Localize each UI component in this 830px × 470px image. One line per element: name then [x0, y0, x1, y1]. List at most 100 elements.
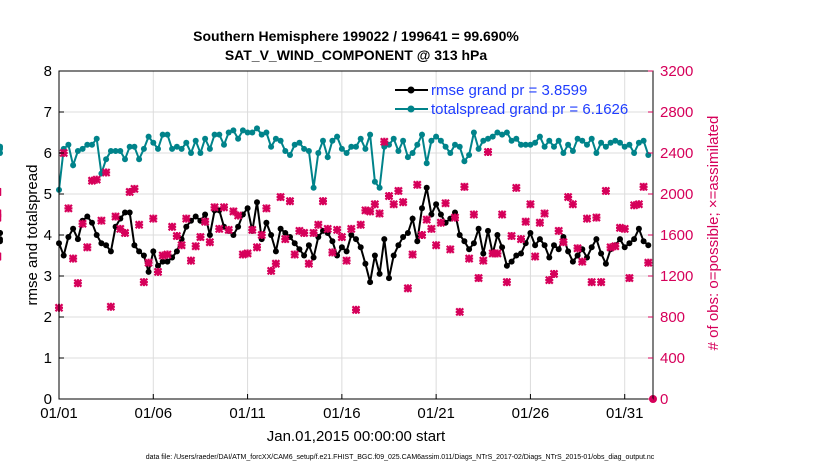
rmse-point	[390, 252, 397, 259]
spread-point	[343, 150, 350, 156]
obs-point	[479, 256, 488, 265]
rmse-point	[635, 225, 642, 232]
spread-point	[202, 135, 209, 142]
obs-point	[587, 277, 596, 287]
spread-point	[442, 143, 449, 150]
obs-point	[252, 243, 262, 252]
spread-point	[626, 141, 633, 148]
obs-point	[483, 147, 493, 157]
obs-point	[285, 196, 295, 206]
spread-point	[433, 133, 440, 140]
spread-point	[70, 162, 77, 169]
obs-point	[196, 232, 205, 242]
obs-point	[328, 248, 337, 257]
obs-point	[398, 197, 408, 207]
obs-point	[191, 241, 200, 251]
obs-point	[347, 224, 356, 234]
y-left-tick-label-2: 2	[44, 309, 52, 326]
rmse-point	[423, 184, 430, 191]
rmse-point	[0, 230, 3, 236]
y-right-tick-label-0: 0	[660, 391, 668, 408]
x-axis-label: Jan.01,2015 00:00:00 start	[267, 428, 446, 445]
obs-point	[450, 213, 460, 222]
rmse-point	[98, 240, 105, 247]
spread-point	[315, 150, 322, 156]
obs-point	[620, 224, 629, 234]
obs-point	[309, 228, 318, 238]
rmse-point	[367, 279, 374, 286]
obs-point	[559, 237, 568, 247]
rmse-point	[480, 250, 487, 257]
y-right-tick-label-2: 800	[660, 309, 685, 326]
obs-point	[384, 191, 394, 201]
rmse-point	[126, 209, 133, 216]
spread-point	[117, 148, 124, 154]
obs-point	[375, 209, 384, 218]
obs-point	[219, 203, 229, 212]
spread-point	[282, 148, 289, 154]
spread-point	[272, 135, 279, 142]
obs-point	[446, 245, 455, 254]
y-left-tick-label-8: 8	[44, 63, 52, 80]
spread-point	[414, 141, 421, 148]
obs-point	[332, 225, 342, 235]
y-axis-left: 0 1 2 3 4 5 6 7 8	[44, 63, 64, 408]
obs-point	[271, 259, 281, 268]
spread-point	[79, 145, 86, 152]
obs-point	[299, 228, 309, 238]
rmse-point	[475, 225, 482, 232]
rmse-point	[192, 213, 199, 220]
spread-point	[423, 160, 430, 167]
rmse-point	[103, 242, 110, 249]
obs-point	[281, 234, 290, 244]
obs-point	[200, 217, 210, 226]
spread-point	[254, 125, 260, 132]
obs-point	[318, 196, 328, 206]
legend-spread: totalspread grand pr = 6.1626	[431, 101, 628, 118]
spread-point	[409, 150, 416, 156]
rmse-point	[518, 250, 524, 257]
rmse-point	[282, 230, 289, 236]
spread-point	[357, 135, 364, 142]
spread-point	[522, 141, 529, 148]
rmse-point	[551, 242, 557, 249]
spread-point	[239, 127, 246, 134]
y-axis-left-label: rmse and totalspread	[24, 165, 41, 306]
obs-point	[101, 168, 111, 177]
rmse-point	[263, 219, 270, 226]
spread-point	[395, 148, 402, 154]
obs-point	[144, 258, 153, 267]
obs-point	[92, 175, 101, 184]
spread-point	[310, 184, 317, 191]
spread-point	[569, 148, 576, 154]
rmse-point	[640, 238, 647, 245]
obs-point	[380, 137, 389, 147]
spread-point	[324, 154, 331, 161]
obs-point	[257, 230, 266, 240]
rmse-point	[565, 248, 572, 255]
obs-point	[134, 220, 144, 230]
rmse-point	[206, 232, 213, 238]
spread-point	[305, 148, 312, 154]
spread-point	[150, 139, 157, 146]
obs-point	[408, 250, 417, 259]
obs-point	[502, 277, 512, 287]
obs-point	[422, 215, 431, 224]
obs-point	[64, 204, 73, 213]
rmse-point	[291, 240, 298, 247]
spread-point	[527, 141, 534, 148]
y-left-tick-label-1: 1	[44, 350, 52, 367]
chart-subtitle: SAT_V_WIND_COMPONENT @ 313 hPa	[225, 47, 488, 63]
spread-point	[513, 135, 520, 142]
spread-point	[635, 139, 642, 146]
rmse-point	[277, 225, 284, 232]
spread-point	[0, 143, 3, 150]
x-tick-label-5: 01/26	[512, 405, 550, 422]
spread-point	[164, 131, 171, 138]
spread-point	[197, 150, 204, 156]
rmse-point	[334, 252, 341, 259]
obs-point	[210, 203, 219, 212]
obs-point	[276, 192, 285, 202]
spread-point	[621, 143, 628, 150]
obs-point	[521, 217, 530, 226]
